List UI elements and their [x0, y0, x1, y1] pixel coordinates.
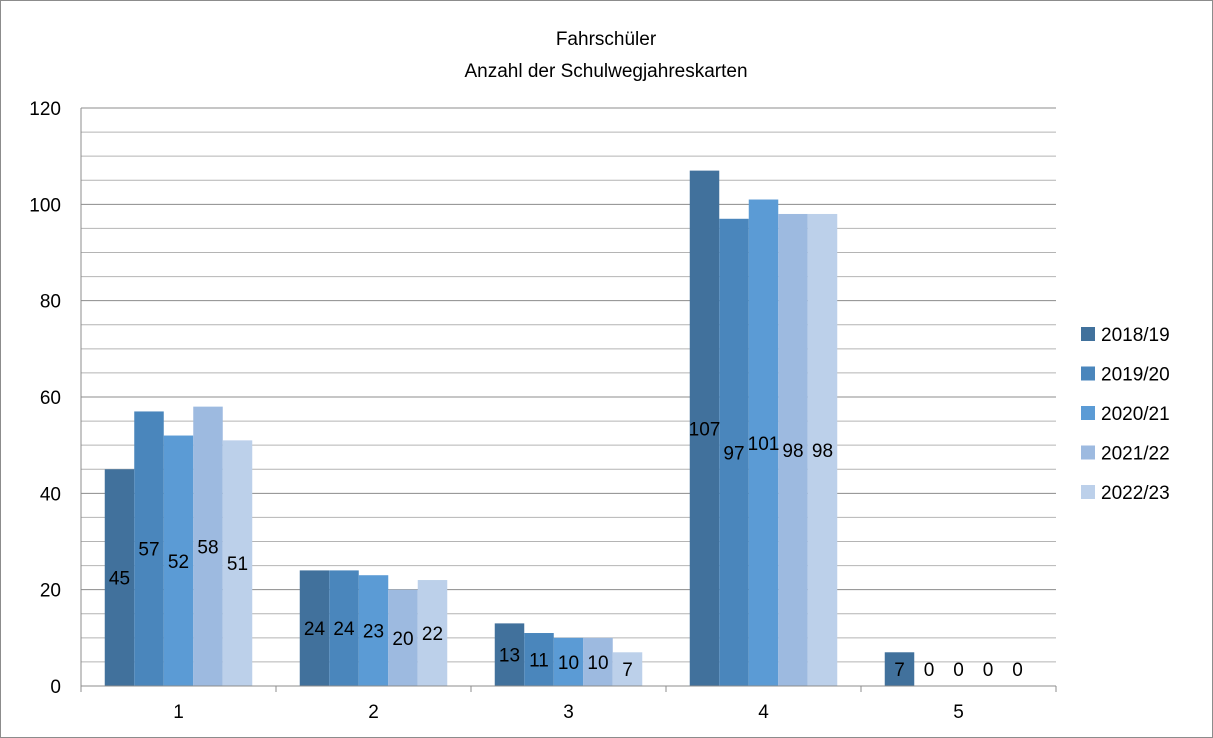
legend-label: 2018/19: [1101, 325, 1170, 346]
data-label: 10: [587, 653, 608, 674]
data-label: 45: [109, 569, 130, 590]
legend-swatch: [1081, 485, 1095, 499]
x-tick-label: 2: [368, 702, 379, 723]
bars: [104, 170, 915, 687]
bar: [524, 633, 554, 686]
data-label: 20: [392, 629, 413, 650]
bar: [358, 575, 389, 686]
bar: [104, 469, 135, 686]
bar: [163, 435, 194, 686]
data-label: 51: [227, 554, 248, 575]
bar: [884, 652, 915, 686]
legend-swatch: [1081, 327, 1095, 341]
legend-label: 2022/23: [1101, 483, 1170, 504]
bar: [329, 570, 359, 686]
data-label: 24: [304, 619, 326, 640]
y-tick-label: 120: [29, 99, 61, 120]
data-label: 97: [723, 443, 744, 464]
data-label: 13: [499, 646, 520, 667]
y-tick-label: 60: [40, 388, 61, 409]
chart-title-line-1: Fahrschüler: [556, 29, 657, 50]
data-label: 0: [983, 660, 994, 681]
data-label: 24: [333, 619, 355, 640]
data-label: 0: [1012, 660, 1023, 681]
bar: [299, 570, 330, 686]
legend-label: 2021/22: [1101, 444, 1170, 465]
bar: [748, 199, 779, 686]
legend-swatch: [1081, 406, 1095, 420]
data-label: 0: [924, 660, 935, 681]
x-tick-label: 4: [758, 702, 769, 723]
data-label: 7: [622, 660, 633, 681]
legend-label: 2020/21: [1101, 404, 1170, 425]
legend-label: 2019/20: [1101, 365, 1170, 386]
data-label: 22: [422, 624, 443, 645]
data-label: 0: [953, 660, 964, 681]
bar: [778, 213, 808, 686]
y-tick-label: 40: [40, 484, 61, 505]
data-label: 7: [894, 660, 905, 681]
data-label: 101: [748, 434, 780, 455]
data-label: 58: [197, 537, 218, 558]
bar: [388, 589, 418, 686]
bar: [612, 652, 643, 686]
bar: [553, 637, 584, 686]
bar: [494, 623, 525, 686]
y-tick-label: 20: [40, 581, 61, 602]
bar: [134, 411, 164, 686]
data-label: 23: [363, 622, 384, 643]
legend-swatch: [1081, 445, 1095, 460]
bar: [222, 440, 253, 686]
x-tick-label: 5: [953, 702, 964, 723]
data-label: 10: [558, 653, 579, 674]
bar: [689, 170, 720, 686]
y-tick-label: 100: [29, 195, 61, 216]
data-label: 57: [138, 540, 159, 561]
data-label: 98: [782, 441, 803, 462]
x-tick-label: 1: [173, 702, 184, 723]
bar: [719, 218, 749, 687]
legend-swatch: [1081, 366, 1095, 381]
chart-title-line-2: Anzahl der Schulwegjahreskarten: [464, 61, 747, 82]
data-label: 52: [168, 552, 189, 573]
data-label: 11: [529, 651, 549, 672]
data-label: 98: [812, 441, 833, 462]
legend: 2018/19 2019/20 2020/21 2021/22 2022/23: [1081, 325, 1170, 504]
x-tick-label: 3: [563, 702, 574, 723]
bar: [807, 213, 838, 686]
y-tick-label: 80: [40, 292, 61, 313]
bar: [583, 637, 613, 686]
bar: [193, 406, 223, 686]
data-label: 107: [689, 419, 721, 440]
y-tick-label: 0: [50, 677, 61, 698]
bar: [417, 580, 448, 686]
